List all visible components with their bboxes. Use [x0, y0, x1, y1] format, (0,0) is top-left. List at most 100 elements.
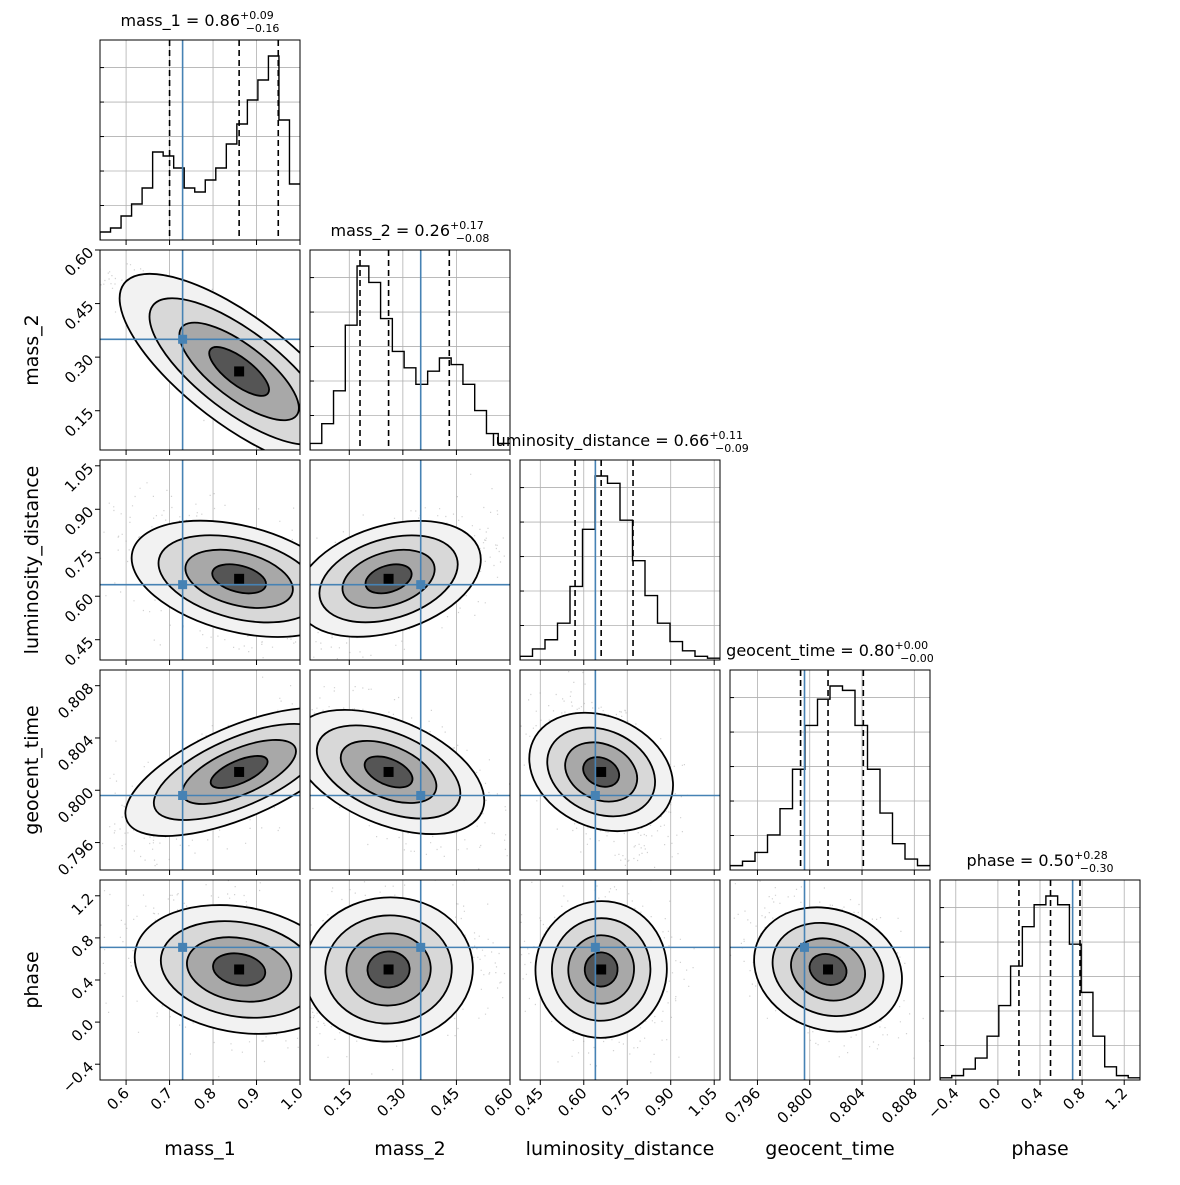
panel-frame — [99, 249, 301, 451]
x-tick-label: 1.05 — [685, 1084, 721, 1120]
panel-frame — [99, 39, 301, 241]
density-peak — [234, 766, 245, 777]
y-tick-label: 0.800 — [54, 784, 97, 827]
x-tick-label: 0.8 — [1059, 1084, 1089, 1114]
panel-frame — [519, 879, 721, 1081]
density-peak — [596, 766, 607, 777]
y-tick-label: 0.4 — [68, 974, 98, 1004]
panel-frame — [309, 249, 511, 451]
panel-geocent_time-luminosity_distance — [519, 669, 721, 875]
panel-luminosity_distance-mass_2 — [309, 459, 511, 665]
panel-phase-geocent_time: 0.796 0.800 0.804 0.808 geocent_time — [721, 879, 931, 1160]
x-tick-label: 0.30 — [373, 1084, 409, 1120]
y-tick-label: 0.60 — [61, 244, 97, 280]
x-tick-label: 0.8 — [190, 1084, 220, 1114]
x-tick-label: 0.4 — [1017, 1084, 1047, 1114]
histogram-mass_2 — [310, 265, 510, 450]
x-tick-label: 0.90 — [641, 1084, 677, 1120]
truth-marker — [178, 334, 188, 344]
panel-frame — [99, 459, 301, 661]
truth-marker — [416, 790, 426, 800]
title-mass_1: mass_1 = 0.86+0.09 −0.16 — [121, 9, 280, 35]
truth-marker — [178, 942, 188, 952]
y-tick-label: 0.15 — [61, 404, 97, 440]
truth-marker — [590, 942, 600, 952]
density-peak — [383, 964, 394, 975]
density-peak — [596, 964, 607, 975]
x-tick-label: 1.0 — [277, 1084, 307, 1114]
x-axis-label: phase — [1011, 1138, 1068, 1160]
density-peak — [234, 366, 245, 377]
histogram-luminosity_distance — [520, 475, 720, 660]
panel-geocent_time-mass_1: 0.796 0.800 0.804 0.808 geocent_time — [21, 669, 301, 879]
x-axis-label: geocent_time — [765, 1138, 894, 1160]
truth-marker — [416, 580, 426, 590]
panel-frame — [309, 879, 511, 1081]
title-mass_2: mass_2 = 0.26+0.17 −0.08 — [331, 219, 490, 245]
x-tick-label: 0.9 — [234, 1084, 264, 1114]
y-tick-label: 0.75 — [61, 546, 97, 582]
panel-mass_2-mass_1: 0.15 0.30 0.45 0.60 mass_2 — [21, 244, 301, 455]
x-tick-label: 0.800 — [773, 1084, 816, 1127]
panel-luminosity_distance-luminosity_distance — [519, 459, 721, 665]
x-tick-label: 0.75 — [598, 1084, 634, 1120]
title-phase: phase = 0.50+0.28 −0.30 — [967, 849, 1114, 875]
histogram-geocent_time — [730, 685, 930, 870]
y-tick-label: 0.45 — [61, 297, 97, 333]
panel-mass_2-mass_2 — [309, 249, 511, 455]
panel-frame — [99, 879, 301, 1081]
x-tick-label: 0.60 — [554, 1084, 590, 1120]
x-tick-label: 0.60 — [480, 1084, 516, 1120]
y-axis-label: mass_2 — [21, 314, 43, 386]
density-peak — [383, 573, 394, 584]
density-peak — [823, 964, 834, 975]
histogram-mass_1 — [100, 55, 300, 240]
y-axis-label: luminosity_distance — [21, 466, 43, 655]
panel-geocent_time-geocent_time — [729, 669, 931, 875]
panel-geocent_time-mass_2 — [309, 669, 511, 875]
y-axis-label: phase — [21, 951, 43, 1008]
x-axis-label: mass_1 — [164, 1138, 236, 1160]
x-tick-label: 0.45 — [427, 1084, 463, 1120]
panel-phase-mass_2: 0.15 0.30 0.45 0.60 mass_2 — [309, 879, 517, 1160]
y-tick-label: 0.808 — [54, 679, 97, 722]
title-luminosity_distance: luminosity_distance = 0.66+0.11 −0.09 — [491, 429, 749, 455]
y-tick-label: 0.45 — [61, 633, 97, 669]
panel-frame — [729, 669, 931, 871]
x-axis-label: luminosity_distance — [526, 1138, 715, 1160]
y-tick-label: 1.2 — [68, 889, 98, 919]
y-tick-label: 0.796 — [54, 836, 97, 879]
y-tick-label: 0.0 — [68, 1016, 98, 1046]
x-tick-label: 0.796 — [721, 1084, 764, 1127]
x-tick-label: 0.808 — [878, 1084, 921, 1127]
y-tick-label: 1.05 — [61, 459, 97, 495]
y-tick-label: 0.8 — [68, 932, 98, 962]
density-peak — [234, 573, 245, 584]
x-tick-label: 0.7 — [147, 1084, 177, 1114]
panel-frame — [519, 459, 721, 661]
x-tick-label: 0.804 — [826, 1084, 869, 1127]
truth-marker — [800, 942, 810, 952]
x-tick-label: 0.6 — [103, 1084, 133, 1114]
panel-phase-luminosity_distance: 0.45 0.60 0.75 0.90 1.05 luminosity_distance — [511, 879, 721, 1160]
y-tick-label: 0.30 — [61, 351, 97, 387]
y-tick-label: 0.60 — [61, 590, 97, 626]
density-peak — [234, 964, 245, 975]
truth-marker — [178, 790, 188, 800]
truth-marker — [178, 580, 188, 590]
x-tick-label: 0.45 — [511, 1084, 547, 1120]
truth-marker — [590, 790, 600, 800]
density-peak — [383, 766, 394, 777]
histogram-phase — [940, 895, 1140, 1080]
x-tick-label: 0.15 — [320, 1084, 356, 1120]
y-tick-label: −0.4 — [59, 1058, 97, 1096]
panel-frame — [309, 459, 511, 661]
x-axis-label: mass_2 — [374, 1138, 446, 1160]
panel-frame — [519, 669, 721, 871]
panel-frame — [99, 669, 301, 871]
panel-mass_1-mass_1 — [99, 39, 301, 245]
panel-phase-phase: −0.4 0.0 0.4 0.8 1.2 phase — [924, 879, 1141, 1160]
x-tick-label: 1.2 — [1101, 1084, 1131, 1114]
